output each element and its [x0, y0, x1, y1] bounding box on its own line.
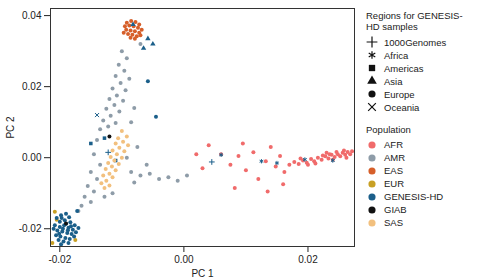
html-text:GIAB: GIAB: [384, 204, 407, 216]
svg-text:0.04: 0.04: [22, 10, 42, 21]
html-text:Africa: Africa: [384, 49, 409, 61]
html-text:Regions for GENESIS-HD samples: Regions for GENESIS-HD samples: [366, 10, 463, 33]
html-text:AMR: AMR: [384, 152, 406, 164]
svg-text:0.00: 0.00: [174, 254, 194, 265]
html-text:1000Genomes: 1000Genomes: [384, 36, 447, 48]
html-text:Asia: Asia: [384, 75, 403, 87]
html-text:SAS: SAS: [384, 217, 403, 229]
svg-text:PC 2: PC 2: [5, 116, 16, 139]
html-text:EAS: EAS: [384, 165, 403, 177]
html-text:GENESIS-HD: GENESIS-HD: [384, 191, 444, 203]
html-text:Oceania: Oceania: [384, 101, 420, 113]
svg-text:PC 1: PC 1: [191, 268, 214, 279]
html-text:AFR: AFR: [384, 139, 403, 151]
svg-text:0.00: 0.00: [22, 152, 42, 163]
svg-text:-0.02: -0.02: [19, 223, 42, 234]
html-text:Population: Population: [366, 123, 411, 135]
svg-text:0.02: 0.02: [298, 254, 318, 265]
html-text:EUR: EUR: [384, 178, 405, 190]
svg-text:0.02: 0.02: [22, 81, 42, 92]
svg-text:-0.02: -0.02: [48, 254, 71, 265]
html-text:Europe: Europe: [384, 88, 415, 100]
html-text:Americas: Americas: [384, 62, 424, 74]
